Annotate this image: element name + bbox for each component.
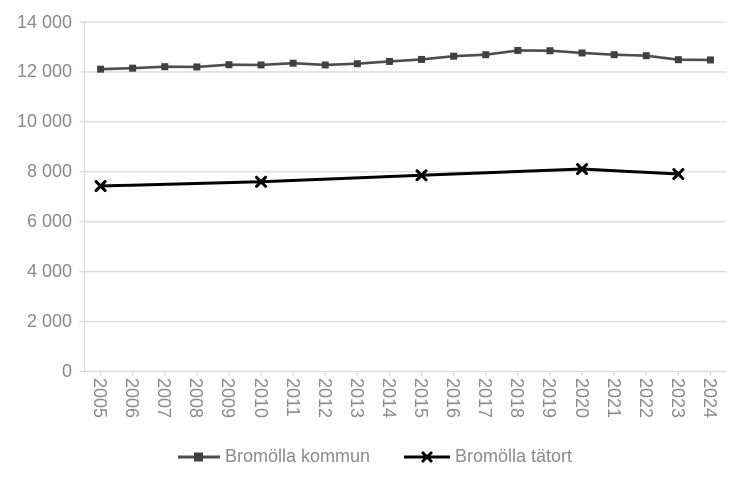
- data-point-square: [578, 49, 586, 57]
- data-point-square: [482, 51, 490, 59]
- data-point-square: [706, 56, 714, 64]
- data-point-square: [353, 60, 361, 68]
- data-point-square: [610, 51, 618, 59]
- data-point-square: [418, 55, 426, 63]
- data-point-square: [385, 57, 393, 65]
- data-point-x: [415, 169, 428, 182]
- data-point-x: [576, 163, 589, 176]
- data-point-square: [546, 47, 554, 55]
- data-point-square: [97, 65, 105, 73]
- legend-item-kommun: Bromölla kommun: [177, 446, 370, 467]
- series-line-kommun: [100, 49, 711, 71]
- legend-label-tatort: Bromölla tätort: [455, 446, 573, 466]
- data-point-x: [255, 175, 268, 188]
- data-point-square: [514, 46, 522, 54]
- data-point-square: [642, 52, 650, 60]
- data-point-square: [129, 64, 137, 72]
- data-point-square: [450, 52, 458, 60]
- data-point-square: [674, 56, 682, 64]
- legend: Bromölla kommun Bromölla tätort: [0, 446, 750, 467]
- legend-item-tatort: Bromölla tätort: [404, 446, 572, 467]
- legend-marker-square-icon: [177, 452, 220, 461]
- data-point-x: [94, 180, 107, 193]
- legend-marker-x-icon: [404, 450, 450, 463]
- data-point-square: [289, 59, 297, 67]
- data-point-square: [193, 63, 201, 71]
- data-point-square: [225, 61, 233, 69]
- legend-label-kommun: Bromölla kommun: [224, 446, 370, 466]
- data-point-square: [257, 61, 265, 69]
- data-point-square: [161, 63, 169, 71]
- data-point-x: [672, 168, 685, 181]
- data-point-square: [321, 61, 329, 69]
